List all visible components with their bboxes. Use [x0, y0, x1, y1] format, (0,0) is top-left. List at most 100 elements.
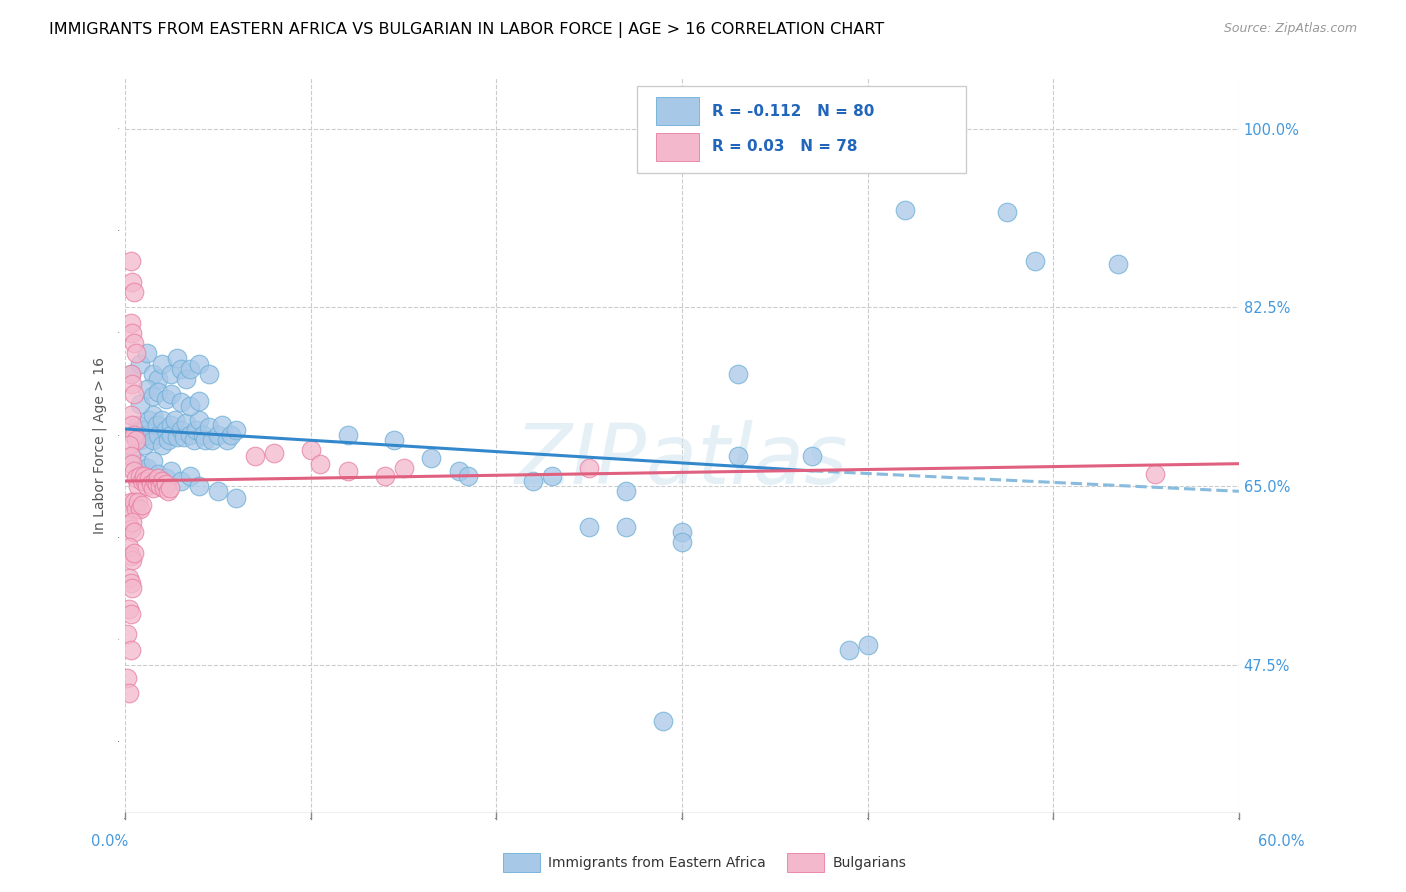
Point: [183, 433, 205, 447]
Point: [184, 423, 207, 437]
Point: [120, 449, 142, 463]
Point: [838, 642, 860, 657]
Point: [120, 408, 142, 422]
Point: [121, 501, 143, 516]
Point: [120, 316, 142, 330]
Point: [614, 520, 637, 534]
Point: [160, 428, 183, 442]
Point: [225, 423, 247, 437]
Point: [131, 474, 153, 488]
Point: [166, 430, 188, 444]
Point: [127, 494, 149, 508]
Point: [121, 457, 143, 471]
Point: [159, 481, 181, 495]
Point: [121, 515, 143, 529]
Point: [449, 464, 471, 478]
Point: [148, 385, 170, 400]
Point: [115, 627, 138, 641]
Point: [136, 479, 159, 493]
Point: [652, 714, 675, 729]
Point: [121, 582, 143, 596]
Point: [179, 361, 201, 376]
Point: [207, 428, 229, 442]
Point: [671, 525, 693, 540]
Point: [299, 443, 322, 458]
Text: IMMIGRANTS FROM EASTERN AFRICA VS BULGARIAN IN LABOR FORCE | AGE > 16 CORRELATIO: IMMIGRANTS FROM EASTERN AFRICA VS BULGAR…: [49, 22, 884, 38]
Point: [129, 357, 152, 371]
Point: [131, 498, 153, 512]
Text: Immigrants from Eastern Africa: Immigrants from Eastern Africa: [548, 855, 766, 870]
Point: [166, 351, 188, 366]
Point: [727, 367, 749, 381]
Point: [139, 477, 162, 491]
Y-axis label: In Labor Force | Age > 16: In Labor Force | Age > 16: [93, 357, 107, 533]
Point: [179, 400, 201, 414]
Point: [120, 522, 142, 536]
FancyBboxPatch shape: [637, 87, 966, 173]
Point: [153, 481, 176, 495]
Point: [142, 408, 165, 422]
FancyBboxPatch shape: [657, 97, 699, 125]
Point: [125, 433, 148, 447]
Point: [127, 417, 149, 432]
Point: [125, 501, 148, 516]
Text: 0.0%: 0.0%: [91, 834, 128, 848]
Point: [125, 346, 148, 360]
Point: [148, 467, 170, 481]
Point: [124, 285, 146, 299]
Point: [614, 484, 637, 499]
Point: [120, 607, 142, 621]
Point: [156, 433, 179, 447]
Point: [541, 469, 564, 483]
Text: R = -0.112   N = 80: R = -0.112 N = 80: [711, 103, 875, 119]
Text: R = 0.03   N = 78: R = 0.03 N = 78: [711, 139, 858, 154]
Point: [125, 471, 148, 485]
Point: [155, 477, 177, 491]
Point: [727, 449, 749, 463]
Point: [145, 477, 167, 491]
Point: [173, 430, 195, 444]
Point: [129, 501, 152, 516]
Text: ZIPatlas: ZIPatlas: [515, 419, 849, 500]
Point: [120, 367, 142, 381]
Point: [124, 525, 146, 540]
Point: [211, 417, 233, 432]
Point: [142, 481, 165, 495]
Point: [188, 413, 211, 427]
Point: [160, 417, 183, 432]
Point: [121, 326, 143, 340]
Point: [132, 423, 155, 437]
Point: [142, 453, 165, 467]
Point: [142, 433, 165, 447]
Point: [382, 433, 405, 447]
Point: [156, 484, 179, 499]
Point: [188, 357, 211, 371]
Point: [118, 685, 141, 699]
Point: [392, 460, 415, 475]
Point: [121, 553, 143, 567]
Point: [121, 417, 143, 432]
Point: [124, 464, 146, 478]
Point: [142, 389, 165, 403]
Text: Source: ZipAtlas.com: Source: ZipAtlas.com: [1223, 22, 1357, 36]
Point: [150, 438, 173, 452]
Point: [129, 397, 152, 411]
Point: [207, 484, 229, 499]
Point: [155, 392, 177, 407]
Point: [1024, 254, 1046, 268]
Point: [170, 395, 193, 409]
Point: [800, 449, 823, 463]
Point: [129, 433, 152, 447]
Point: [197, 420, 219, 434]
Point: [225, 491, 247, 506]
Point: [127, 479, 149, 493]
Point: [191, 428, 214, 442]
Point: [132, 438, 155, 452]
Point: [170, 474, 193, 488]
Point: [132, 469, 155, 483]
Point: [136, 346, 159, 360]
FancyBboxPatch shape: [657, 133, 699, 161]
Point: [155, 423, 177, 437]
Point: [145, 417, 167, 432]
Point: [309, 457, 332, 471]
